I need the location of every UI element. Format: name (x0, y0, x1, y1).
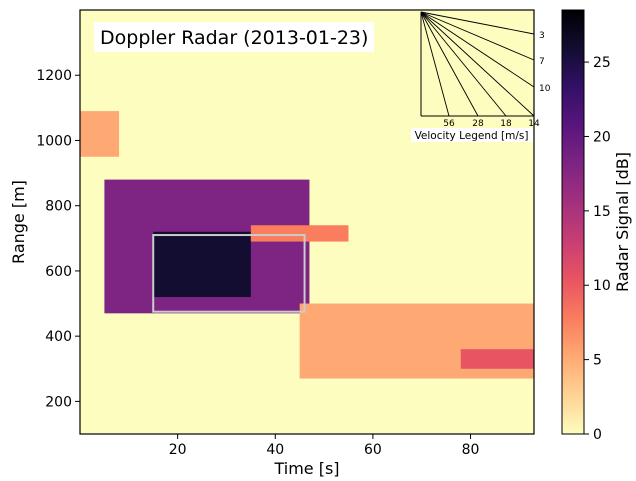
heatmap-cells (80, 111, 534, 379)
colorbar-tick-label: 10 (593, 278, 611, 294)
heatmap-cell (80, 111, 120, 157)
x-axis-label: Time [s] (273, 459, 339, 477)
velocity-legend-title-backdrop (411, 128, 533, 142)
y-tick-label: 1000 (36, 133, 72, 149)
colorbar-tick-label: 0 (593, 427, 602, 443)
y-tick-label: 1200 (36, 68, 72, 84)
y-axis-label: Range [m] (9, 180, 28, 264)
colorbar-tick-label: 15 (593, 204, 611, 220)
colorbar-tick-label: 5 (593, 353, 602, 369)
velocity-ray (420, 11, 535, 117)
velocity-ray (420, 11, 535, 61)
velocity-ray (420, 11, 535, 35)
heatmap-cell (153, 231, 251, 298)
title-backdrop (94, 22, 374, 52)
velocity-side-label: 3 (539, 31, 545, 41)
x-tick-label: 80 (462, 442, 480, 458)
velocity-legend-title: Velocity Legend [m/s] (415, 130, 529, 142)
y-axis-ticks: 200 400 600 800 1000 1200 (36, 68, 80, 410)
colorbar-tick-label: 20 (593, 129, 611, 145)
plot-frame (79, 9, 535, 435)
velocity-ray (420, 11, 535, 88)
velocity-ray (420, 11, 450, 117)
chart-title: Doppler Radar (2013-01-23) (100, 27, 368, 49)
y-tick-label: 600 (45, 264, 72, 280)
colorbar-label: Radar Signal [dB] (613, 152, 632, 292)
colorbar-tick-label: 25 (593, 55, 611, 71)
velocity-side-label: 7 (539, 57, 545, 67)
heatmap-cell (250, 225, 349, 242)
highlight-box (152, 234, 306, 313)
heatmap-cell (460, 349, 534, 369)
velocity-bottom-label: 18 (500, 119, 512, 129)
x-tick-label: 60 (364, 442, 382, 458)
velocity-ray (420, 11, 479, 117)
velocity-bottom-label: 28 (472, 119, 484, 129)
y-tick-label: 400 (45, 329, 72, 345)
velocity-bottom-label: 56 (443, 119, 455, 129)
velocity-side-label: 10 (539, 84, 551, 94)
colorbar-ticks: 0 5 10 15 20 25 (584, 55, 611, 443)
x-axis-ticks: 20 40 60 80 (169, 434, 480, 458)
x-tick-label: 20 (169, 442, 187, 458)
colorbar (561, 9, 585, 435)
x-tick-label: 40 (266, 442, 284, 458)
y-tick-label: 200 (45, 394, 72, 410)
y-tick-label: 800 (45, 199, 72, 215)
velocity-ray (420, 11, 507, 117)
